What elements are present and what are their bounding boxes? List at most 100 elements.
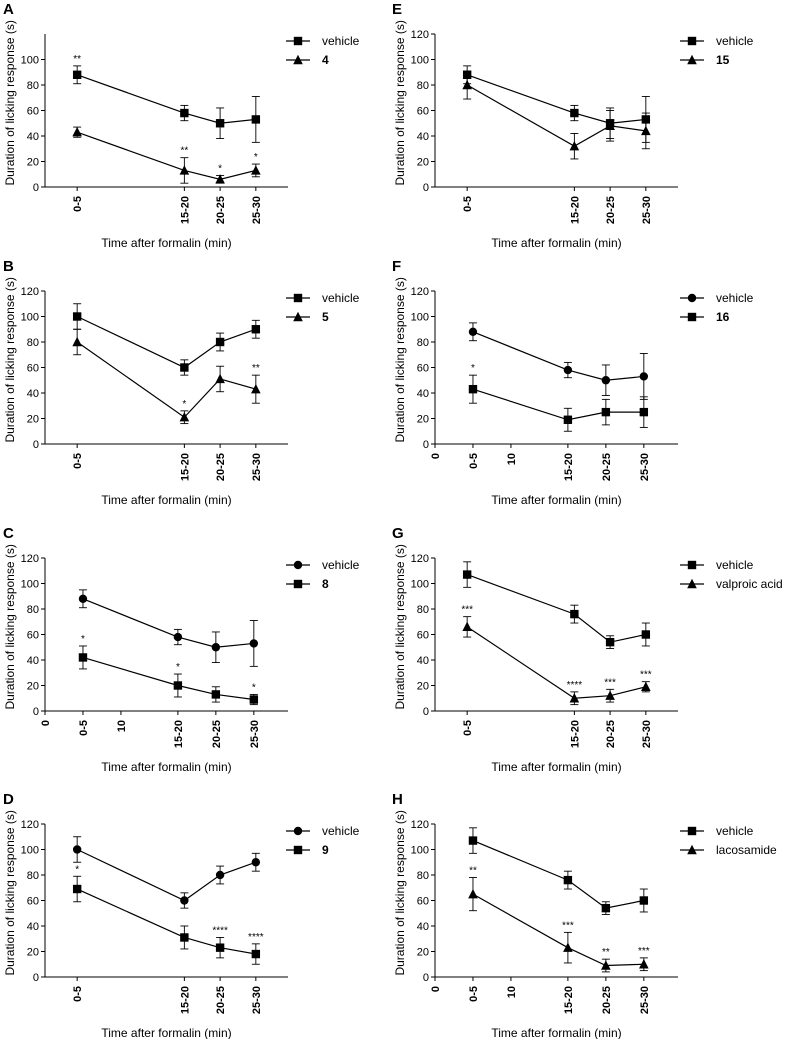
legend-label: lacosamide bbox=[716, 843, 777, 857]
series-treatment: ******* *** bbox=[468, 866, 650, 973]
y-tick-label: 120 bbox=[411, 29, 429, 41]
y-tick-label: 100 bbox=[411, 579, 429, 591]
y-tick-label: 120 bbox=[411, 819, 429, 831]
series-vehicle bbox=[72, 303, 261, 376]
data-point bbox=[641, 681, 651, 691]
panel-a: A 0 20 40 60 80 100 0-5 15-20 20-25 25-30 Time afte… bbox=[3, 1, 360, 250]
panel-b: B 0 20 40 60 80 100 120 0-5 15-20 20-25 25-30 Time a… bbox=[3, 258, 360, 507]
data-point bbox=[641, 630, 651, 639]
significance-label: ** bbox=[469, 866, 477, 877]
significance-label: * bbox=[252, 682, 256, 693]
data-point bbox=[72, 126, 82, 137]
significance-label: **** bbox=[212, 925, 228, 936]
y-tick-label: 40 bbox=[417, 388, 429, 400]
data-point bbox=[72, 70, 82, 79]
x-tick-label: 0-5 bbox=[78, 720, 90, 736]
x-tick-label: 20-25 bbox=[215, 196, 227, 224]
significance-label: *** bbox=[640, 670, 652, 681]
data-point bbox=[180, 896, 189, 905]
series-treatment: *** bbox=[72, 328, 261, 425]
panel-f: F 0 20 40 60 80 100 120 0 10 0-5 15-20 20-25 25-30 Tim… bbox=[392, 258, 754, 507]
legend-label: 15 bbox=[716, 53, 730, 67]
series-line bbox=[472, 388, 644, 421]
series-line bbox=[82, 656, 254, 701]
legend-marker bbox=[687, 578, 697, 589]
legend-label: vehicle bbox=[322, 824, 360, 838]
y-tick-label: 60 bbox=[417, 896, 429, 908]
legend-label: vehicle bbox=[322, 34, 360, 48]
series-treatment: ******* ****** bbox=[461, 605, 652, 706]
x-tick-label: 20-25 bbox=[215, 986, 227, 1014]
data-point bbox=[639, 407, 649, 417]
significance-label: ** bbox=[252, 363, 260, 374]
y-tick-label: 0 bbox=[423, 182, 429, 194]
data-point bbox=[605, 637, 615, 647]
series-treatment: **** bbox=[72, 126, 261, 184]
legend-marker bbox=[293, 36, 303, 46]
x-tick-label: 25-30 bbox=[251, 986, 263, 1014]
legend-label: 4 bbox=[322, 53, 329, 67]
data-point bbox=[605, 120, 615, 130]
y-axis-title: Duration of licking response (s) bbox=[3, 544, 17, 709]
series-treatment bbox=[462, 70, 651, 160]
series-line bbox=[76, 888, 256, 955]
y-tick-label: 40 bbox=[417, 921, 429, 933]
data-point bbox=[72, 336, 82, 347]
x-axis-title: Time after formalin (min) bbox=[101, 236, 231, 250]
x-tick-label: 25-30 bbox=[641, 720, 653, 748]
significance-label: * bbox=[81, 634, 85, 645]
y-tick-label: 80 bbox=[27, 337, 39, 349]
y-tick-label: 20 bbox=[27, 681, 39, 693]
y-tick-label: 20 bbox=[417, 681, 429, 693]
significance-label: * bbox=[75, 864, 79, 875]
x-tick-label: 20-25 bbox=[215, 453, 227, 481]
legend-label: vehicle bbox=[716, 558, 754, 572]
y-tick-label: 80 bbox=[417, 80, 429, 92]
series-treatment: * bbox=[468, 363, 649, 432]
panel-label: E bbox=[392, 1, 402, 18]
data-point bbox=[179, 412, 190, 422]
x-tick-label: 0 bbox=[430, 986, 442, 992]
legend-marker bbox=[293, 54, 303, 65]
x-tick-label: 20-25 bbox=[601, 453, 613, 481]
data-point bbox=[462, 621, 472, 632]
series-line bbox=[76, 341, 257, 419]
legend-label: vehicle bbox=[322, 558, 360, 572]
y-tick-label: 100 bbox=[21, 579, 39, 591]
series-line bbox=[472, 840, 644, 909]
y-axis-title: Duration of licking response (s) bbox=[393, 20, 407, 185]
x-axis-title: Time after formalin (min) bbox=[101, 1026, 231, 1039]
x-axis-title: Time after formalin (min) bbox=[491, 493, 621, 507]
y-tick-label: 80 bbox=[27, 80, 39, 92]
data-point bbox=[173, 632, 183, 642]
x-tick-label: 0 bbox=[40, 720, 52, 726]
data-point bbox=[563, 942, 573, 952]
x-tick-label: 0-5 bbox=[468, 453, 480, 469]
y-tick-label: 60 bbox=[417, 630, 429, 642]
y-tick-label: 100 bbox=[21, 312, 39, 324]
legend-marker bbox=[293, 560, 303, 570]
series-line bbox=[76, 131, 256, 180]
data-point bbox=[601, 376, 611, 385]
data-point bbox=[639, 372, 649, 381]
y-tick-label: 0 bbox=[33, 182, 39, 194]
y-tick-label: 0 bbox=[423, 972, 429, 984]
x-tick-label: 25-30 bbox=[639, 986, 651, 1014]
data-point bbox=[180, 108, 189, 118]
y-tick-label: 80 bbox=[417, 604, 429, 616]
legend-marker bbox=[687, 312, 697, 322]
legend-label: 16 bbox=[716, 310, 730, 324]
data-point bbox=[251, 115, 261, 124]
panel-label: F bbox=[392, 258, 401, 275]
legend-marker bbox=[293, 293, 303, 303]
data-point bbox=[72, 884, 82, 894]
x-tick-label: 20-25 bbox=[605, 196, 617, 224]
y-tick-label: 40 bbox=[27, 131, 39, 143]
x-axis-title: Time after formalin (min) bbox=[101, 493, 231, 507]
data-point bbox=[563, 365, 573, 375]
significance-label: *** bbox=[604, 677, 616, 688]
legend-label: 9 bbox=[322, 843, 329, 857]
data-point bbox=[215, 337, 225, 347]
data-point bbox=[563, 415, 573, 424]
